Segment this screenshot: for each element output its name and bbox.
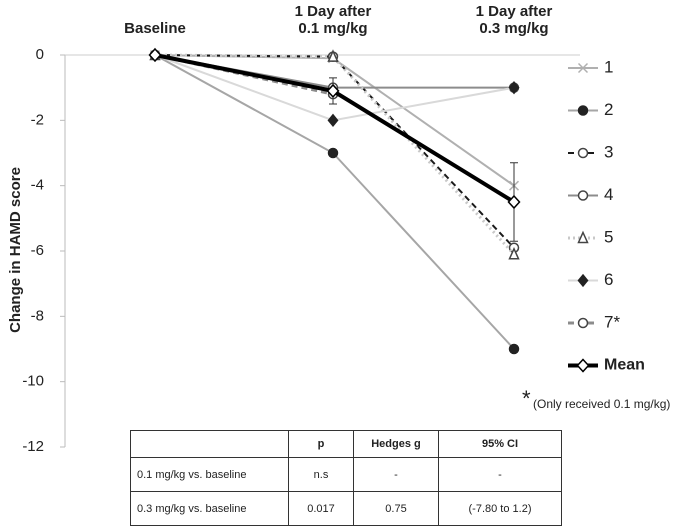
cell: n.s: [288, 457, 354, 492]
legend-label: 2: [604, 100, 613, 119]
series-line: [154, 54, 515, 249]
marker: [507, 194, 521, 210]
legend-label: 4: [604, 185, 613, 204]
marker: [577, 105, 589, 116]
header-cell: 95% CI: [438, 430, 562, 458]
legend-item: 6: [568, 270, 613, 289]
header-cell: p: [288, 430, 354, 458]
legend-label: 1: [604, 57, 613, 76]
legend-label: 7*: [604, 312, 620, 331]
marker: [577, 62, 589, 74]
legend-item: 4: [568, 185, 613, 204]
marker: [508, 343, 520, 355]
table-row: 0.1 mg/kg vs. baseline n.s - -: [130, 457, 562, 492]
marker: [577, 230, 589, 244]
marker: [576, 358, 590, 373]
y-axis-label: Change in HAMD score: [7, 167, 24, 333]
marker: [577, 273, 589, 288]
marker: [577, 317, 589, 329]
y-tick-label: -6: [31, 242, 44, 259]
cell: (-7.80 to 1.2): [438, 491, 562, 526]
y-tick-label: -4: [31, 177, 44, 194]
legend-item: 7*: [568, 312, 620, 331]
marker: [327, 147, 339, 159]
table-row: 0.3 mg/kg vs. baseline 0.017 0.75 (-7.80…: [130, 491, 562, 526]
marker: [577, 147, 589, 159]
cell: 0.017: [288, 491, 354, 526]
footnote: (Only received 0.1 mg/kg): [533, 397, 670, 411]
category-label: 1 Day after 0.1 mg/kg: [294, 3, 372, 37]
legend-label: 5: [604, 227, 613, 246]
marker: [327, 113, 339, 128]
cell: 0.75: [353, 491, 439, 526]
legend-label: 3: [604, 142, 613, 161]
legend-item: 5: [568, 227, 613, 246]
table-header: p Hedges g 95% CI: [130, 430, 562, 458]
y-tick-label: -10: [22, 373, 44, 390]
stats-table: p Hedges g 95% CI 0.1 mg/kg vs. baseline…: [130, 430, 562, 526]
marker: [577, 190, 589, 201]
legend-label: 6: [604, 270, 613, 289]
legend-item: 1: [568, 57, 613, 76]
y-tick-label: -12: [22, 438, 44, 455]
legend-item: Mean: [568, 357, 645, 374]
y-tick-label: -2: [31, 111, 44, 128]
legend-label: Mean: [604, 357, 645, 374]
marker: [508, 246, 520, 260]
row-label: 0.1 mg/kg vs. baseline: [130, 457, 289, 492]
cell: -: [353, 457, 439, 492]
header-cell: Hedges g: [353, 430, 439, 458]
y-tick-label: 0: [36, 46, 44, 63]
header-cell: [130, 430, 289, 458]
row-label: 0.3 mg/kg vs. baseline: [130, 491, 289, 526]
series-line: [154, 53, 516, 256]
footnote-mark: *: [522, 386, 531, 411]
category-label: Baseline: [124, 20, 186, 37]
marker: [327, 49, 339, 62]
cell: -: [438, 457, 562, 492]
marker: [508, 80, 520, 95]
marker: [326, 83, 340, 99]
series-line: [154, 53, 516, 204]
legend-item: 3: [568, 142, 613, 161]
marker: [148, 47, 162, 63]
legend-item: 2: [568, 100, 613, 119]
y-tick-label: -8: [31, 307, 44, 324]
category-label: 1 Day after 0.3 mg/kg: [475, 3, 553, 37]
